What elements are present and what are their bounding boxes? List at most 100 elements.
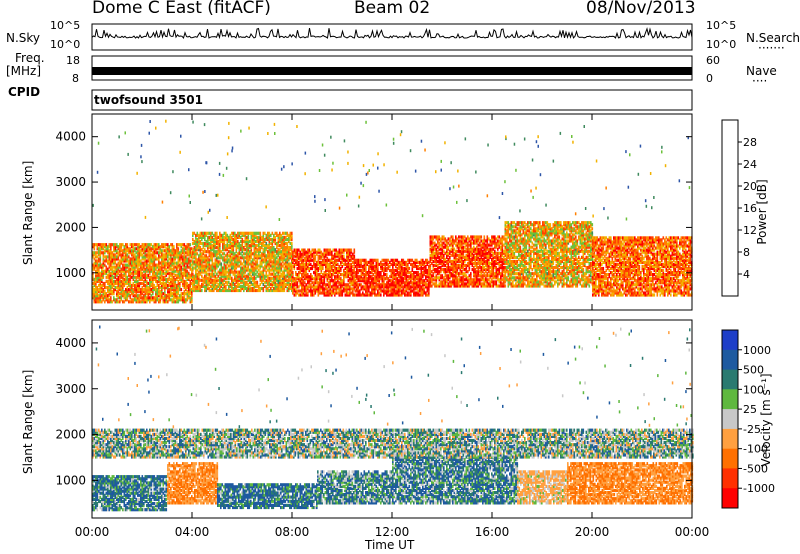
data-cell [310, 262, 312, 266]
data-cell [146, 296, 148, 300]
data-cell [189, 296, 192, 300]
data-cell [276, 231, 278, 235]
data-cell [98, 288, 100, 292]
data-cell [176, 283, 178, 288]
data-cell [437, 245, 439, 249]
data-cell [422, 279, 424, 283]
data-cell [107, 281, 109, 286]
data-cell [116, 267, 118, 271]
data-cell [158, 277, 160, 281]
data-cell [198, 270, 200, 274]
data-cell [164, 265, 166, 269]
data-cell [137, 283, 139, 288]
data-cell [452, 259, 454, 264]
data-cell [150, 288, 153, 292]
data-cell [113, 275, 115, 279]
data-cell [402, 277, 405, 281]
data-cell [177, 296, 180, 300]
data-cell [170, 249, 172, 253]
data-cell [357, 268, 360, 273]
data-cell [295, 277, 297, 281]
data-cell [165, 281, 168, 286]
data-cell [149, 263, 151, 267]
data-cell [322, 258, 324, 262]
data-cell [360, 293, 363, 297]
data-cell [331, 289, 333, 293]
data-cell [146, 265, 148, 269]
data-cell [164, 283, 166, 288]
data-cell [435, 268, 438, 272]
data-cell [140, 267, 142, 271]
data-cell [435, 247, 438, 251]
data-cell [143, 281, 145, 286]
data-cell [132, 251, 135, 255]
data-cell [168, 245, 171, 249]
data-cell [437, 276, 439, 280]
data-cell [211, 244, 214, 248]
data-cell [444, 263, 447, 268]
data-cell [155, 271, 157, 275]
data-cell [298, 293, 300, 297]
data-cell [186, 290, 189, 294]
data-cell [231, 256, 233, 260]
data-cell [441, 268, 444, 272]
data-cell [293, 248, 296, 252]
data-cell [135, 269, 138, 273]
data-cell [146, 292, 148, 296]
data-cell [122, 265, 124, 269]
data-cell [158, 271, 160, 275]
data-cell [408, 266, 411, 271]
data-cell [131, 298, 133, 302]
data-cell [98, 283, 100, 288]
data-cell [337, 262, 339, 266]
data-cell [123, 259, 126, 263]
data-cell [249, 231, 251, 235]
data-cell [443, 249, 445, 253]
data-cell [92, 265, 94, 269]
data-cell [117, 294, 120, 298]
data-cell [332, 268, 335, 273]
data-cell [462, 259, 465, 264]
data-cell [238, 270, 241, 274]
data-cell [223, 231, 226, 235]
data-cell [110, 300, 112, 304]
data-cell [414, 258, 417, 262]
data-cell [102, 296, 105, 300]
data-cell [140, 271, 142, 275]
data-cell [240, 231, 242, 235]
data-cell [276, 241, 278, 246]
data-cell [147, 294, 150, 298]
data-cell [119, 277, 121, 281]
data-cell [328, 289, 330, 293]
data-cell [122, 300, 124, 304]
data-cell [104, 292, 106, 296]
data-cell [132, 281, 135, 286]
data-cell [129, 277, 132, 281]
data-cell [111, 283, 114, 288]
data-cell [368, 260, 370, 264]
data-cell [162, 259, 165, 263]
data-cell [108, 265, 111, 269]
data-cell [226, 266, 229, 270]
data-cell [335, 266, 338, 271]
data-cell [410, 258, 412, 262]
data-cell [431, 235, 433, 239]
data-cell [208, 231, 211, 235]
data-cell [444, 243, 447, 247]
data-cell [135, 271, 138, 275]
data-cell [288, 246, 290, 250]
data-cell [444, 251, 447, 255]
data-cell [314, 254, 317, 258]
data-cell [150, 283, 153, 288]
data-cell [143, 247, 145, 251]
data-cell [155, 294, 157, 298]
data-cell [182, 271, 184, 275]
data-cell [393, 281, 396, 285]
strip-panels [91, 23, 693, 111]
data-cell [104, 271, 106, 275]
data-cell [143, 283, 145, 288]
data-cell [167, 296, 169, 300]
data-cell [117, 253, 120, 257]
data-cell [95, 261, 97, 265]
data-cell [228, 250, 230, 254]
